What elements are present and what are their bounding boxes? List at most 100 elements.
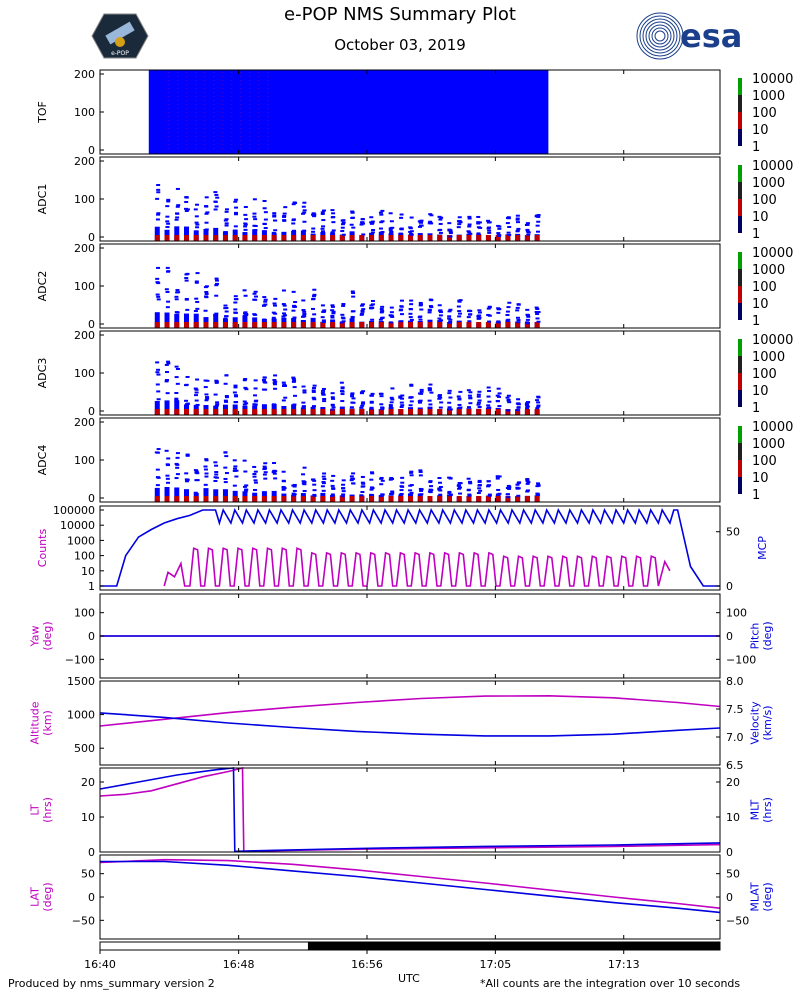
colorbar-label: 100 bbox=[752, 193, 777, 208]
adc2-dash bbox=[194, 297, 199, 300]
adc3-dash bbox=[468, 402, 473, 405]
lt-mlt-ytick-left-label: 10 bbox=[81, 811, 95, 824]
colorbar-navy bbox=[738, 216, 742, 233]
adc3-dash bbox=[330, 396, 335, 399]
adc3-dash bbox=[156, 373, 161, 376]
adc1-dash bbox=[312, 214, 317, 217]
adc1-dash bbox=[389, 220, 394, 223]
adc2-column-core bbox=[300, 322, 306, 328]
adc1-dash bbox=[175, 216, 180, 219]
adc2-column-core bbox=[408, 322, 414, 328]
tof-ytick-label: 200 bbox=[74, 68, 95, 81]
adc3-column-core bbox=[456, 409, 462, 415]
satellite-icon bbox=[105, 21, 135, 45]
adc1-dash bbox=[214, 193, 219, 196]
adc4-column-core bbox=[466, 496, 472, 502]
adc4-dash bbox=[428, 481, 433, 484]
adc1-dash bbox=[350, 210, 355, 213]
adc4-dash bbox=[165, 477, 170, 480]
adc3-dash bbox=[361, 401, 366, 404]
adc3-column-core bbox=[213, 409, 219, 415]
adc4-dash bbox=[429, 489, 434, 492]
adc1-dash bbox=[321, 230, 326, 233]
yaw-pitch-ytick-left-label: 100 bbox=[74, 607, 95, 620]
adc2-dash bbox=[428, 305, 433, 308]
adc4-dash bbox=[155, 451, 160, 454]
adc3-dash bbox=[438, 406, 443, 409]
adc4-column-core bbox=[291, 496, 297, 502]
adc3-dash bbox=[515, 409, 520, 412]
adc4-column-core bbox=[349, 496, 355, 502]
adc1-dash bbox=[408, 226, 413, 229]
lat-mlat-ytick-left-label: −50 bbox=[72, 914, 95, 927]
adc3-dash bbox=[205, 397, 210, 400]
adc1-dash bbox=[419, 224, 424, 227]
adc3-dash bbox=[205, 396, 210, 399]
adc1-dash bbox=[477, 221, 482, 224]
adc3-dash bbox=[486, 404, 491, 407]
adc1-dash bbox=[156, 212, 161, 215]
adc2-dash bbox=[302, 310, 307, 313]
adc2-dash bbox=[457, 315, 462, 318]
adc4-dash bbox=[330, 484, 335, 487]
adc3-dash bbox=[185, 375, 190, 378]
adc2-dash bbox=[359, 313, 364, 316]
adc1-column-core bbox=[466, 235, 472, 241]
adc1-dash bbox=[535, 230, 540, 233]
adc2-dash bbox=[506, 306, 511, 309]
lat-mlat-ytick-right-label: 50 bbox=[726, 868, 740, 881]
tof-ytick-label: 100 bbox=[74, 106, 95, 119]
adc2-dash bbox=[330, 316, 335, 319]
adc2-dash bbox=[195, 300, 200, 303]
adc3-dash bbox=[428, 383, 433, 386]
adc3-dash bbox=[349, 406, 354, 409]
adc1-dash bbox=[478, 226, 483, 229]
adc2-dash bbox=[350, 315, 355, 318]
adc3-column-core bbox=[349, 409, 355, 415]
tof-ylabel: TOF bbox=[36, 101, 49, 124]
adc1-dash bbox=[302, 229, 307, 232]
adc3-dash bbox=[271, 403, 276, 406]
adc3-dash bbox=[331, 406, 336, 409]
colorbar-label: 10000 bbox=[752, 159, 793, 174]
colorbar-green bbox=[738, 165, 742, 182]
adc1-dash bbox=[273, 229, 278, 232]
adc1-ytick-label: 200 bbox=[74, 155, 95, 168]
adc4-dash bbox=[495, 493, 500, 496]
adc4-dash bbox=[486, 485, 491, 488]
colorbar-label: 1 bbox=[752, 314, 760, 329]
adc1-dash bbox=[175, 205, 180, 208]
adc1-dash bbox=[350, 216, 355, 219]
adc2-dash bbox=[408, 312, 413, 315]
adc1-dash bbox=[534, 214, 539, 217]
adc3-dash bbox=[330, 392, 335, 395]
adc2-dash bbox=[350, 290, 355, 293]
adc2-dash bbox=[418, 304, 423, 307]
adc1-dash bbox=[214, 205, 219, 208]
adc1-dash bbox=[282, 219, 287, 222]
adc4-dash bbox=[457, 486, 462, 489]
adc2-dash bbox=[487, 320, 492, 323]
adc4-dash bbox=[350, 477, 355, 480]
adc4-dash bbox=[175, 452, 180, 455]
adc3-dash bbox=[536, 395, 541, 398]
lat-mlat-ylabel-left: LAT(deg) bbox=[29, 882, 54, 911]
adc3-dash bbox=[263, 381, 268, 384]
adc1-dash bbox=[379, 213, 384, 216]
adc4-dash bbox=[487, 494, 492, 497]
adc3-dash bbox=[466, 406, 471, 409]
adc3-dash bbox=[204, 399, 209, 402]
adc4-column-core bbox=[203, 496, 209, 502]
adc3-dash bbox=[370, 392, 375, 395]
adc1-dash bbox=[370, 221, 375, 224]
adc1-dash bbox=[271, 231, 276, 234]
tof-ytick-label: 0 bbox=[88, 144, 95, 157]
adc4-dash bbox=[223, 451, 228, 454]
adc3-dash bbox=[155, 361, 160, 364]
adc2-dash bbox=[447, 310, 452, 313]
adc3-dash bbox=[526, 401, 531, 404]
adc4-dash bbox=[185, 454, 190, 457]
colorbar-navy bbox=[738, 129, 742, 146]
adc1-column-core bbox=[291, 235, 297, 241]
adc3-dash bbox=[447, 389, 452, 392]
